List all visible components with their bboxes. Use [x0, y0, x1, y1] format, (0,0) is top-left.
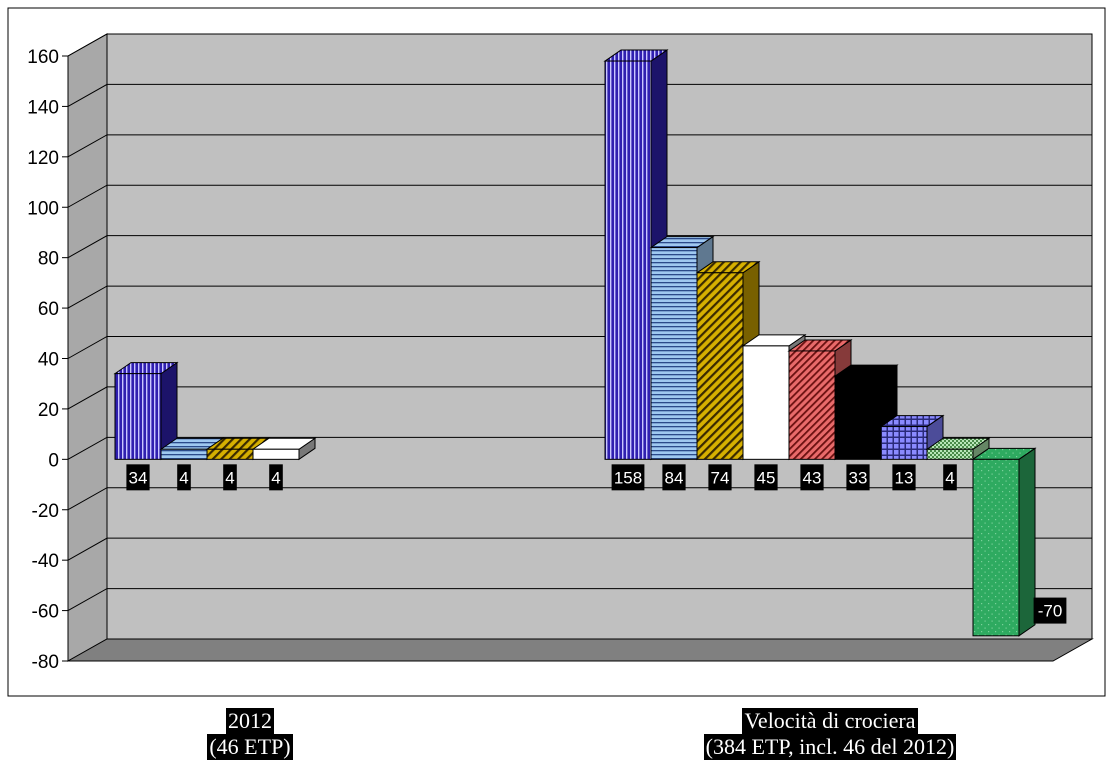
value-label: 13 — [895, 468, 914, 487]
gridlines — [67, 33, 1092, 612]
value-label: 84 — [665, 468, 684, 487]
value-label-bg — [708, 464, 732, 491]
floor — [66, 638, 1094, 662]
value-label: 33 — [849, 468, 868, 487]
y-tick-label: 140 — [27, 97, 59, 118]
value-label-group2-series8: 4 — [943, 464, 957, 491]
y-tick-label: 40 — [38, 350, 59, 371]
value-label-group2-series4: 45 — [754, 464, 778, 491]
bar-front — [160, 448, 208, 460]
value-label-bg — [943, 464, 957, 491]
bar-front — [788, 350, 836, 460]
value-label: 45 — [757, 468, 776, 487]
chart-walls — [66, 33, 1094, 662]
bar-front — [206, 448, 254, 460]
value-label-bg — [846, 464, 870, 491]
bar-front — [252, 448, 300, 460]
value-label: 74 — [711, 468, 730, 487]
bar-front — [972, 458, 1020, 637]
bar-front — [114, 373, 162, 460]
value-label-bg — [223, 464, 237, 491]
bar-front — [604, 60, 652, 460]
value-label-bg — [754, 464, 778, 491]
bar-group2-series9 — [971, 447, 1037, 637]
value-label: 4 — [225, 468, 234, 487]
category-cruise-line2: (384 ETP, incl. 46 del 2012) — [703, 734, 957, 760]
value-label-bg — [269, 464, 283, 491]
category-2012-line1: 2012 — [226, 708, 274, 734]
y-tick-label: -20 — [32, 501, 59, 522]
value-label-group2-series6: 33 — [846, 464, 870, 491]
value-label-group2-series7: 13 — [892, 464, 916, 491]
bar-front — [926, 448, 974, 460]
y-tick-label: -60 — [32, 602, 59, 623]
value-label-group2-series9: -70 — [1033, 597, 1067, 624]
y-tick-label: 160 — [27, 47, 59, 68]
category-label-2012: 2012 (46 ETP) — [150, 708, 350, 760]
value-label-group2-series2: 84 — [662, 464, 686, 491]
value-label: 4 — [179, 468, 188, 487]
bar-front — [650, 247, 698, 460]
value-label-group2-series5: 43 — [800, 464, 824, 491]
y-tick-label: -80 — [32, 652, 59, 673]
value-label-bg — [611, 464, 645, 491]
gridline — [67, 83, 1092, 107]
bar-front — [834, 375, 882, 460]
gridline — [67, 235, 1092, 259]
gridline — [67, 134, 1092, 158]
value-label: 158 — [614, 468, 642, 487]
category-2012-line2: (46 ETP) — [207, 734, 293, 760]
gridline — [67, 33, 1092, 57]
y-tick-label: 100 — [27, 198, 59, 219]
bar-group2-series6 — [833, 364, 899, 461]
gridline — [67, 184, 1092, 208]
bar-group2-series3 — [695, 260, 761, 461]
bar-front — [880, 426, 928, 460]
value-label: 4 — [271, 468, 280, 487]
value-label-bg — [662, 464, 686, 491]
value-label-bg — [1033, 597, 1067, 624]
y-tick-label: 80 — [38, 249, 59, 270]
gridline — [67, 537, 1092, 561]
bar-side — [1018, 447, 1036, 637]
value-label-group1-series3: 4 — [223, 464, 237, 491]
value-label: 43 — [803, 468, 822, 487]
bar-front — [742, 345, 790, 460]
bar-group1-series4 — [251, 437, 317, 461]
y-tick-label: 20 — [38, 400, 59, 421]
value-label-group2-series3: 74 — [708, 464, 732, 491]
y-axis: -80 -60 -40 -20 0 20 40 60 80 100 120 140 160 — [27, 47, 69, 673]
y-tick-label: -40 — [32, 551, 59, 572]
gridline — [67, 588, 1092, 612]
bars — [113, 49, 1037, 637]
value-label-group1-series1: 34 — [126, 464, 150, 491]
bar-front — [696, 272, 744, 460]
category-cruise-line1: Velocità di crociera — [742, 708, 918, 734]
value-label: 4 — [945, 468, 954, 487]
bar-group2-series8 — [925, 437, 991, 461]
value-label-group1-series4: 4 — [269, 464, 283, 491]
value-label-bg — [126, 464, 150, 491]
value-labels: 34 4 4 4 158 84 74 45 43 33 13 4 -70 — [126, 464, 1067, 624]
value-label-bg — [177, 464, 191, 491]
bar-group1-series1 — [113, 361, 179, 461]
y-tick-label: 120 — [27, 148, 59, 169]
value-label: 34 — [129, 468, 148, 487]
gridline — [67, 285, 1092, 309]
value-label-group1-series2: 4 — [177, 464, 191, 491]
y-tick-label: 0 — [48, 450, 59, 471]
category-label-cruise: Velocità di crociera (384 ETP, incl. 46 … — [630, 708, 1030, 760]
value-label-group2-series1: 158 — [611, 464, 645, 491]
value-label-bg — [892, 464, 916, 491]
value-label: -70 — [1038, 602, 1063, 621]
value-label-bg — [800, 464, 824, 491]
y-tick-label: 60 — [38, 299, 59, 320]
